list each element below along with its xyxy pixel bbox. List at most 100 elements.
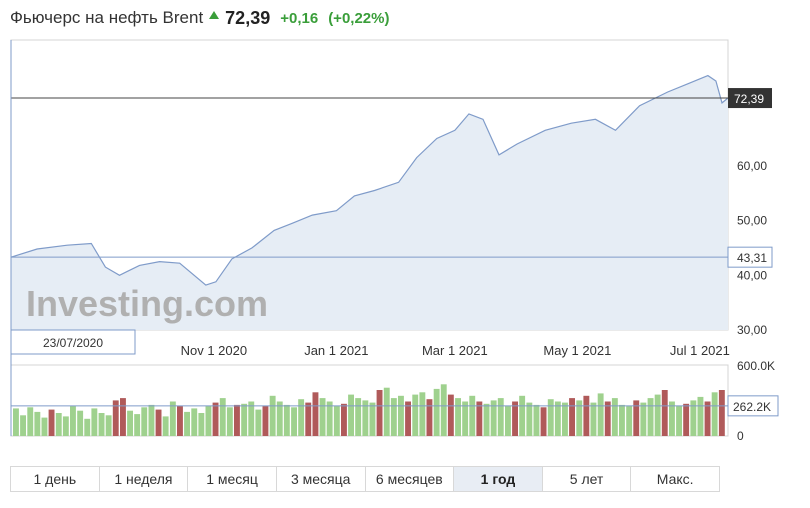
volume-bar (298, 399, 305, 436)
volume-bar (276, 401, 283, 436)
volume-bar (590, 402, 597, 436)
volume-bar (512, 401, 518, 436)
volume-bar (619, 404, 625, 436)
volume-bar (433, 388, 440, 436)
volume-bar (177, 406, 183, 436)
volume-bar (326, 401, 333, 436)
volume-bar (455, 398, 461, 436)
volume-bar (604, 401, 611, 436)
volume-bar (255, 409, 262, 436)
volume-bar (41, 417, 48, 436)
volume-bar (198, 413, 205, 436)
x-tick-label: Mar 1 2021 (422, 343, 488, 358)
period-tabs: 1 день 1 неделя 1 месяц 3 месяца 6 месяцев 1 … (10, 466, 720, 492)
period-tab[interactable]: 1 день (11, 467, 100, 491)
period-tab[interactable]: 6 месяцев (366, 467, 455, 491)
volume-bar (526, 402, 533, 436)
volume-bar (98, 413, 105, 436)
volume-bar (191, 408, 198, 436)
up-arrow-icon (209, 11, 220, 19)
volume-bar (305, 402, 312, 436)
volume-bar (105, 415, 112, 436)
period-tab[interactable]: 3 месяца (277, 467, 366, 491)
volume-bar (283, 404, 290, 436)
period-tab[interactable]: 1 год (454, 467, 543, 491)
volume-bar (262, 406, 269, 436)
volume-bar (383, 387, 390, 436)
volume-bar (718, 390, 725, 436)
volume-bar (412, 394, 419, 436)
volume-bar (376, 390, 383, 436)
instrument-header: Фьючерс на нефть Brent 72,39 +0,16 (+0,2… (10, 6, 399, 30)
volume-bar (205, 406, 212, 436)
volume-bar (398, 395, 404, 437)
x-tick-label: May 1 2021 (543, 343, 611, 358)
volume-bar (269, 395, 276, 437)
volume-bar (611, 398, 618, 436)
volume-bar (13, 408, 19, 436)
volume-bar (704, 401, 711, 436)
volume-bar (533, 404, 540, 436)
volume-bar (683, 403, 690, 436)
volume-bar (626, 406, 633, 436)
volume-bar (426, 399, 433, 436)
volume-bar (319, 398, 326, 436)
volume-bar (661, 390, 668, 436)
reference-price-badge (727, 246, 773, 268)
volume-bar (234, 404, 240, 436)
volume-bar (633, 400, 640, 436)
volume-bar (462, 401, 469, 436)
volume-bar (447, 394, 454, 436)
volume-bar (476, 401, 483, 436)
x-tick-label: Jul 1 2021 (670, 343, 730, 358)
volume-bar (155, 409, 162, 436)
volume-bar (554, 401, 561, 436)
period-tab[interactable]: 1 месяц (188, 467, 277, 491)
volume-bar (362, 400, 369, 436)
volume-bar (127, 410, 133, 436)
reference-price-badge-label: 43,31 (737, 251, 767, 265)
volume-bar (405, 401, 411, 436)
volume-bar (469, 395, 476, 437)
volume-bar (490, 400, 497, 436)
volume-bar (540, 407, 547, 437)
volume-bar (505, 406, 511, 436)
volume-bar (547, 399, 554, 436)
y-tick-label: 50,00 (737, 214, 767, 228)
volume-bar (48, 409, 55, 436)
price-change: +0,16 (280, 9, 319, 27)
volume-bar (291, 407, 297, 437)
volume-bar (248, 401, 255, 436)
volume-bar (583, 395, 590, 437)
volume-bar (141, 407, 148, 437)
x-tick-label: Nov 1 2020 (181, 343, 248, 358)
crosshair-date-box (10, 329, 136, 355)
volume-y-tick-label: 600.0K (737, 359, 775, 373)
volume-bar (312, 392, 319, 436)
volume-bar (640, 402, 647, 436)
volume-bar (562, 402, 568, 436)
volume-bar (333, 406, 340, 436)
instrument-title: Фьючерс на нефть Brent (10, 8, 204, 27)
x-tick-label: Jan 1 2021 (304, 343, 368, 358)
period-tab[interactable]: Макс. (656, 471, 694, 487)
volume-bar (70, 406, 76, 436)
period-tab[interactable]: 1 неделя (100, 467, 189, 491)
investing-watermark: Investing.com (26, 283, 268, 324)
volume-y-tick-label: 0 (737, 429, 744, 443)
volume-bar (34, 411, 41, 436)
y-tick-label: 60,00 (737, 159, 767, 173)
volume-bar (62, 416, 69, 436)
volume-bar (77, 410, 84, 436)
volume-bar (169, 401, 176, 436)
volume-bar (419, 392, 426, 436)
crosshair-date-label: 23/07/2020 (43, 336, 103, 350)
last-price-badge-label: 72,39 (734, 92, 764, 106)
price-chart[interactable]: Investing.com 30,00 40,00 50,00 60,00 72,39 43… (0, 0, 810, 460)
period-tab[interactable]: 5 лет (543, 467, 632, 491)
volume-bar (120, 398, 126, 436)
volume-bar (676, 406, 682, 436)
volume-bar (55, 413, 62, 436)
volume-bar (440, 384, 447, 437)
volume-bar (241, 403, 248, 436)
